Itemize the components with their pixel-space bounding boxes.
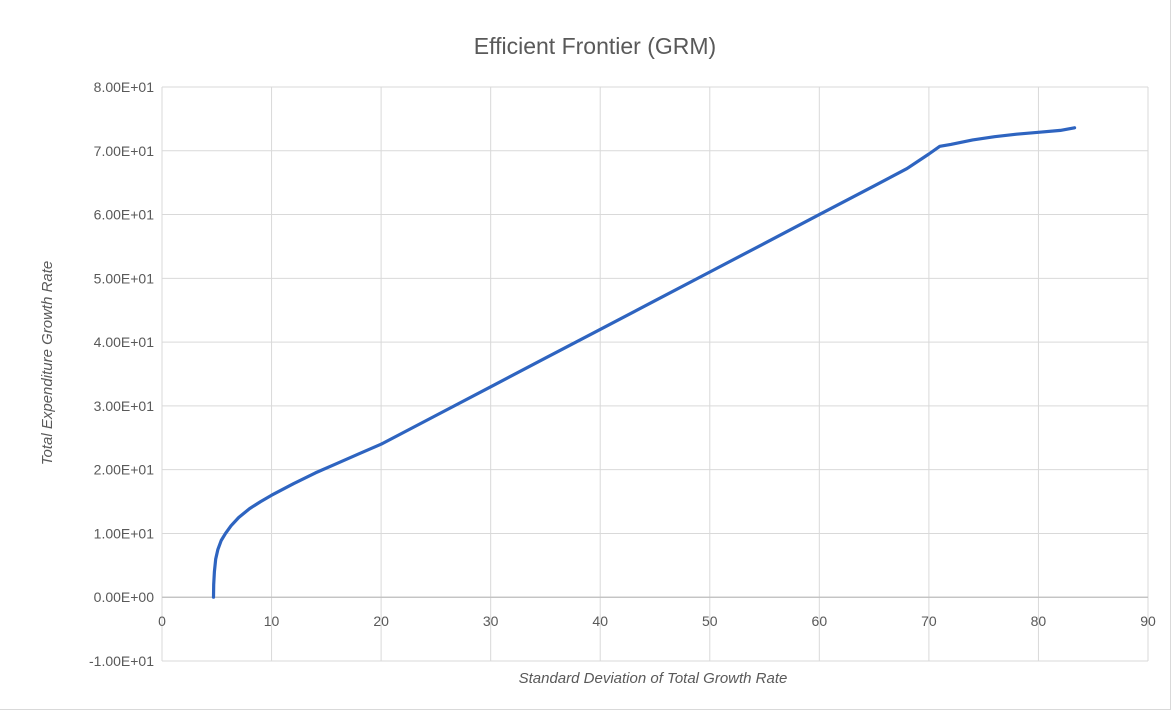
tick-label-layer: -1.00E+01 0.00E+00 1.00E+01 2.00E+01 3.00E+0… xyxy=(89,79,1156,669)
series-layer xyxy=(211,126,1077,599)
x-tick-label: 40 xyxy=(592,613,608,629)
chart-title: Efficient Frontier (GRM) xyxy=(474,33,716,59)
y-tick-label: 5.00E+01 xyxy=(94,270,155,286)
y-axis-title: Total Expenditure Growth Rate xyxy=(39,261,56,466)
y-tick-label: 2.00E+01 xyxy=(94,462,155,478)
x-tick-label: 80 xyxy=(1031,613,1047,629)
grid-layer xyxy=(161,86,1149,662)
x-tick-label: 60 xyxy=(812,613,828,629)
x-tick-label: 20 xyxy=(373,613,389,629)
y-tick-label: 1.00E+01 xyxy=(94,525,155,541)
x-tick-label: 10 xyxy=(264,613,280,629)
x-tick-label: 90 xyxy=(1140,613,1156,629)
y-tick-label: 3.00E+01 xyxy=(94,398,155,414)
x-axis-title: Standard Deviation of Total Growth Rate xyxy=(519,670,788,687)
x-tick-label: 70 xyxy=(921,613,937,629)
y-tick-label: 8.00E+01 xyxy=(94,79,155,95)
x-tick-label: 50 xyxy=(702,613,718,629)
y-tick-label: 4.00E+01 xyxy=(94,334,155,350)
y-tick-label: -1.00E+01 xyxy=(89,653,154,669)
y-tick-label: 6.00E+01 xyxy=(94,207,155,223)
x-tick-label: 30 xyxy=(483,613,499,629)
y-tick-label: 7.00E+01 xyxy=(94,143,155,159)
x-tick-label: 0 xyxy=(158,613,166,629)
frontier-series-line xyxy=(211,126,1077,599)
y-tick-label: 0.00E+00 xyxy=(94,589,155,605)
